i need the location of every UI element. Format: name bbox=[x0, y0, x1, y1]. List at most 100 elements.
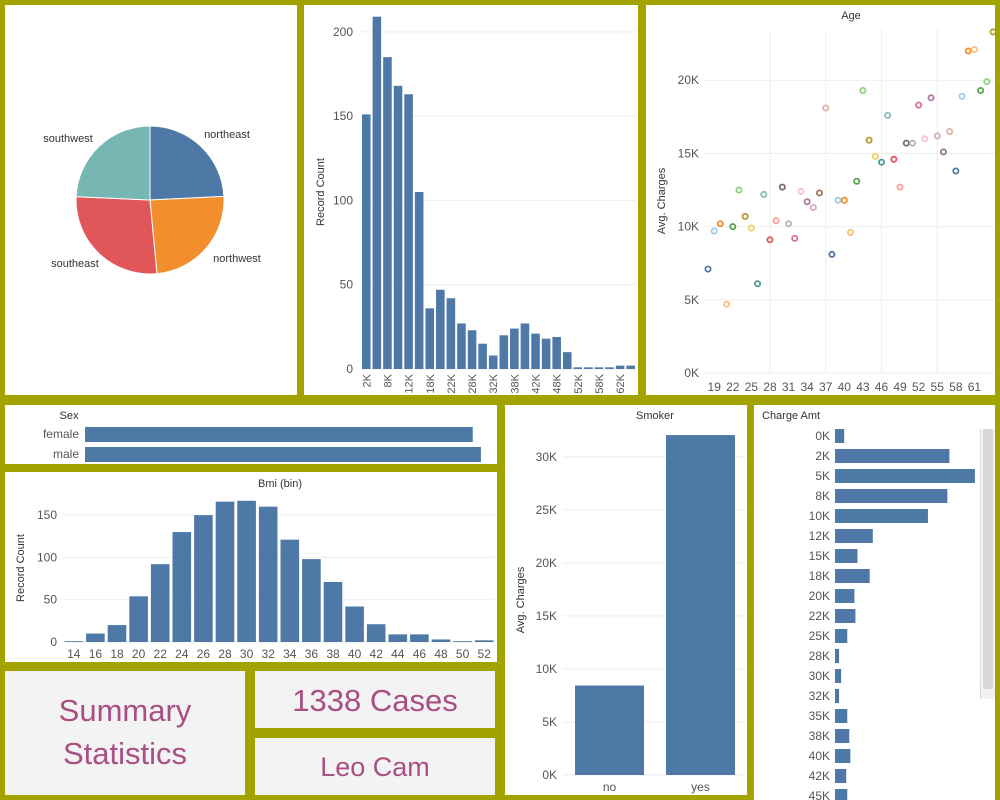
cases-count: 1338 Cases bbox=[292, 683, 458, 718]
scatter-point bbox=[877, 158, 885, 166]
scatter-point bbox=[840, 196, 848, 204]
y-tick-label: 150 bbox=[37, 508, 57, 522]
x-tick-label: 40 bbox=[838, 380, 852, 394]
scatter-point bbox=[710, 227, 718, 235]
scatter-point bbox=[958, 92, 966, 100]
author-panel: Leo Cam bbox=[255, 738, 495, 795]
histogram-bar bbox=[520, 323, 530, 369]
x-tick-label: 34 bbox=[283, 647, 297, 661]
scatter-point bbox=[952, 167, 960, 175]
bmi-bar bbox=[431, 639, 451, 642]
x-tick-label: 36 bbox=[305, 647, 319, 661]
bmi-bar bbox=[86, 633, 105, 642]
category-label: 45K bbox=[809, 789, 830, 800]
x-tick-label: 58K bbox=[594, 373, 606, 393]
scatter-point bbox=[853, 177, 861, 185]
x-tick-label: 48K bbox=[552, 373, 564, 393]
chart-title: Age bbox=[841, 10, 861, 22]
charge-amt-bar bbox=[835, 729, 850, 743]
y-tick-label: 0 bbox=[346, 362, 353, 376]
category-label: 32K bbox=[809, 689, 830, 703]
charge-amt-bar bbox=[835, 529, 873, 543]
scatter-point bbox=[723, 300, 731, 308]
bmi-bar bbox=[453, 641, 472, 642]
charge-amt-bar bbox=[835, 429, 845, 443]
category-label: 2K bbox=[815, 449, 830, 463]
x-tick-label: 32 bbox=[262, 647, 276, 661]
x-tick-label: 50 bbox=[456, 647, 470, 661]
charge-amt-bar bbox=[835, 549, 858, 563]
scatter-point bbox=[921, 135, 929, 143]
histogram-bar bbox=[404, 94, 413, 369]
charge-amt-bar bbox=[835, 629, 848, 643]
histogram-bar bbox=[478, 343, 487, 369]
category-label: 42K bbox=[809, 769, 830, 783]
x-tick-label: 52K bbox=[573, 373, 585, 393]
histogram-bar bbox=[573, 367, 583, 369]
scatter-point bbox=[846, 228, 854, 236]
scatter-point bbox=[865, 136, 873, 144]
category-label: 40K bbox=[809, 749, 830, 763]
scatter-point bbox=[816, 189, 824, 197]
pie-slice bbox=[149, 195, 225, 275]
histogram-bar bbox=[436, 289, 445, 369]
charge-amt-bar bbox=[835, 669, 842, 683]
smoker-bar-chart: Smoker 0K 5K 10K 15K 20K 25K 30K Avg. Charges no y… bbox=[515, 410, 745, 794]
pie-label: southwest bbox=[43, 133, 93, 145]
x-tick-label: 20 bbox=[132, 647, 146, 661]
x-tick-label: 28 bbox=[218, 647, 232, 661]
histogram-bar bbox=[372, 16, 382, 369]
x-tick-label: 61 bbox=[968, 380, 982, 394]
x-tick-label: 44 bbox=[391, 647, 405, 661]
histogram-bar bbox=[510, 328, 519, 369]
x-tick-label: 48 bbox=[434, 647, 448, 661]
y-axis-label: Avg. Charges bbox=[656, 167, 668, 234]
scatter-point bbox=[933, 132, 941, 140]
scatter-point bbox=[760, 190, 768, 198]
scatter-point bbox=[803, 198, 811, 206]
charge-amt-bar bbox=[835, 509, 928, 523]
scatter-point bbox=[927, 94, 935, 102]
histogram-bar bbox=[425, 308, 435, 369]
x-tick-label: 32K bbox=[488, 373, 500, 393]
charge-amt-scrollbar[interactable] bbox=[980, 429, 995, 699]
x-tick-label: 22 bbox=[154, 647, 168, 661]
scatter-point bbox=[970, 45, 978, 53]
histogram-bar bbox=[499, 335, 509, 369]
x-tick-label: 38 bbox=[326, 647, 340, 661]
y-tick-label: 30K bbox=[536, 450, 557, 464]
y-axis-label: Record Count bbox=[15, 534, 27, 602]
x-tick-label: 31 bbox=[782, 380, 796, 394]
histogram-bar bbox=[541, 338, 551, 369]
scatter-point bbox=[735, 186, 743, 194]
histogram-bar bbox=[552, 336, 561, 369]
scatter-point bbox=[890, 155, 898, 163]
scatter-point bbox=[939, 148, 947, 156]
chart-title: Charge Amt bbox=[762, 410, 820, 422]
histogram-bar bbox=[531, 333, 540, 369]
y-tick-label: 100 bbox=[37, 550, 57, 564]
x-tick-label: 18K bbox=[425, 373, 437, 393]
category-label: 5K bbox=[815, 469, 830, 483]
x-tick-label: 42 bbox=[370, 647, 384, 661]
bmi-bar bbox=[410, 634, 429, 642]
y-tick-label: 200 bbox=[333, 25, 353, 39]
x-tick-label: 8K bbox=[382, 373, 394, 387]
sex-bar-chart: Sex female male bbox=[43, 410, 481, 462]
bmi-bar bbox=[215, 501, 235, 642]
chart-title: Bmi (bin) bbox=[258, 478, 302, 490]
scrollbar-thumb[interactable] bbox=[983, 429, 993, 689]
y-tick-label: 5K bbox=[684, 293, 699, 307]
pie-slice bbox=[75, 125, 151, 201]
bmi-panel: Bmi (bin) 0 50 100 150 Record Count 14 16 18 20 22… bbox=[5, 472, 497, 662]
scatter-point bbox=[791, 234, 799, 242]
histogram-bar bbox=[446, 298, 456, 369]
x-tick-label: 43 bbox=[856, 380, 870, 394]
scatter-point bbox=[834, 196, 842, 204]
scatter-point bbox=[859, 86, 867, 94]
category-label: 25K bbox=[809, 629, 830, 643]
cases-panel: 1338 Cases bbox=[255, 671, 495, 728]
histogram-bar bbox=[362, 114, 371, 369]
category-label: female bbox=[43, 427, 79, 441]
bmi-bar bbox=[388, 634, 408, 642]
